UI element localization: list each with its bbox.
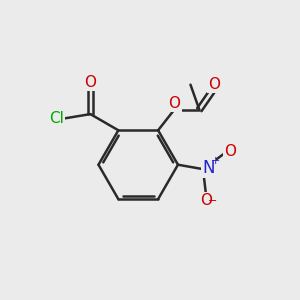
Text: O: O xyxy=(224,144,236,159)
Text: N: N xyxy=(202,159,215,177)
Text: −: − xyxy=(208,196,218,206)
Text: O: O xyxy=(208,76,220,92)
Text: O: O xyxy=(200,193,212,208)
Text: O: O xyxy=(84,75,96,90)
Text: O: O xyxy=(168,96,180,111)
Text: +: + xyxy=(211,156,220,166)
Text: Cl: Cl xyxy=(49,111,64,126)
